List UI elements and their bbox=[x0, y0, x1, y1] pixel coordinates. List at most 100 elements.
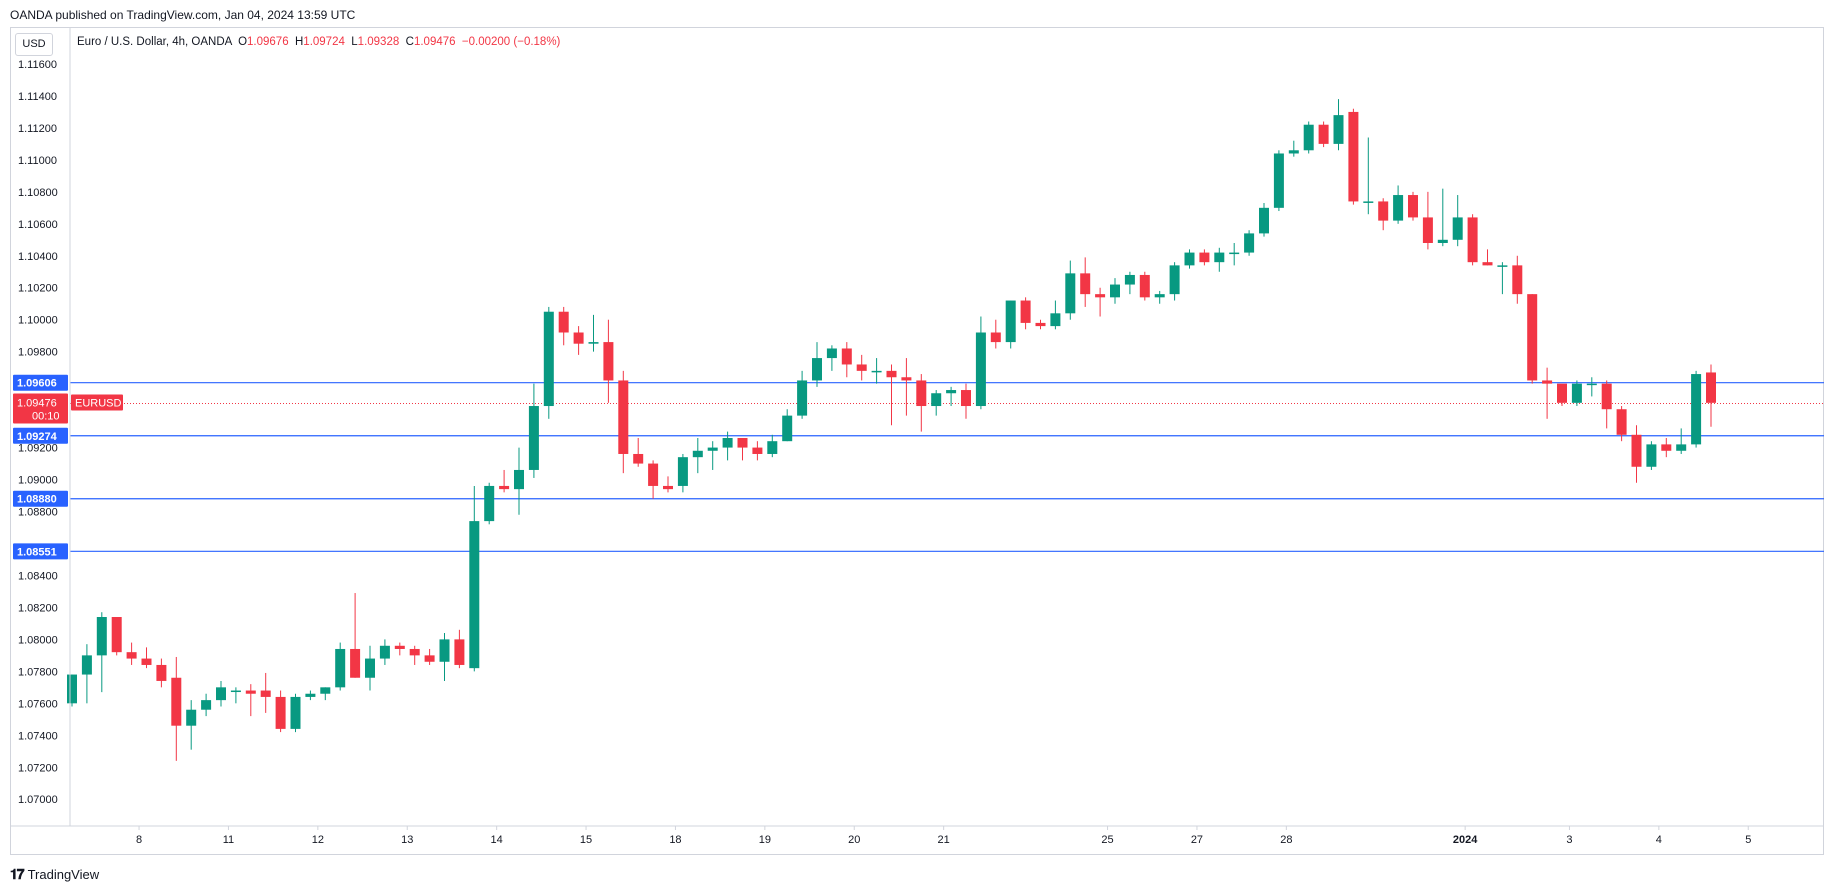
candle-body bbox=[424, 655, 435, 662]
candle-body bbox=[707, 447, 718, 451]
candle-body bbox=[1422, 217, 1433, 243]
candle-body bbox=[320, 687, 331, 694]
candle-up bbox=[797, 370, 808, 419]
candle-up bbox=[677, 453, 688, 493]
candle-down bbox=[111, 617, 122, 656]
y-tick-label: 1.07400 bbox=[18, 730, 58, 742]
y-tick-label: 1.10200 bbox=[18, 283, 58, 295]
y-tick-label: 1.11600 bbox=[18, 59, 57, 71]
candle-body bbox=[648, 463, 659, 486]
candle-body bbox=[81, 655, 92, 675]
candle-up bbox=[1050, 300, 1061, 330]
x-tick-label: 21 bbox=[938, 834, 950, 846]
candle-body bbox=[1124, 274, 1135, 285]
tradingview-logo-icon: 𝟏𝟕 bbox=[10, 866, 25, 882]
candle-body bbox=[782, 415, 793, 442]
footer-brand-text: TradingView bbox=[27, 867, 100, 882]
candle-down bbox=[752, 441, 763, 461]
candle-body bbox=[663, 485, 673, 490]
candle-up bbox=[320, 687, 331, 701]
candle-body bbox=[1169, 265, 1180, 295]
candle-up bbox=[1259, 203, 1269, 237]
legend-high-value: 1.09724 bbox=[303, 36, 345, 48]
y-tick-label: 1.11000 bbox=[18, 155, 57, 167]
candle-down bbox=[1542, 367, 1553, 419]
candle-body bbox=[871, 370, 882, 373]
candle-up bbox=[1691, 370, 1702, 448]
currency-button[interactable]: USD bbox=[15, 33, 53, 56]
candle-body bbox=[603, 342, 614, 381]
candle-down bbox=[856, 354, 867, 381]
level-lines bbox=[70, 382, 1824, 552]
candle-body bbox=[156, 664, 167, 681]
candle-up bbox=[1214, 247, 1225, 272]
candle-body bbox=[469, 521, 480, 669]
candle-body bbox=[141, 658, 152, 665]
candle-body bbox=[350, 648, 361, 678]
candle-up bbox=[1244, 230, 1255, 256]
level-label: 1.08880 bbox=[17, 494, 57, 506]
x-tick-label: 3 bbox=[1566, 834, 1572, 846]
candle-down bbox=[1601, 380, 1612, 429]
candle-up bbox=[290, 693, 301, 733]
candle-body bbox=[752, 447, 763, 454]
y-tick-label: 1.09800 bbox=[18, 347, 58, 359]
y-tick-label: 1.07200 bbox=[18, 762, 58, 774]
candle-body bbox=[543, 311, 554, 407]
x-tick-label: 8 bbox=[136, 834, 142, 846]
y-tick-label: 1.08000 bbox=[18, 634, 58, 646]
candle-body bbox=[1229, 252, 1240, 255]
candle-down bbox=[558, 306, 569, 346]
legend-close-value: 1.09476 bbox=[413, 36, 456, 48]
candle-body bbox=[618, 380, 629, 454]
candle-up bbox=[528, 383, 539, 478]
candle-down bbox=[1616, 406, 1627, 442]
candle-down bbox=[1035, 319, 1046, 330]
legend-close-label: C bbox=[405, 36, 414, 48]
candle-body bbox=[1512, 265, 1523, 295]
time-axis: 8 11 12 13 14 15 18 19 20 21 25 27 28 2024 3 4 5 bbox=[10, 28, 1824, 846]
candle-body bbox=[1497, 265, 1508, 267]
candle-body bbox=[886, 370, 897, 378]
candle-down bbox=[245, 684, 256, 717]
candle-body bbox=[1199, 252, 1210, 263]
candle-body bbox=[409, 648, 420, 656]
candle-body bbox=[1527, 294, 1538, 381]
candle-up bbox=[871, 358, 882, 384]
y-tick-label: 1.07800 bbox=[18, 666, 58, 678]
candle-up bbox=[1497, 262, 1508, 295]
candle-body bbox=[1586, 383, 1597, 386]
candle-body bbox=[916, 380, 927, 407]
candle-body bbox=[990, 332, 1001, 343]
candle-body bbox=[633, 453, 644, 464]
candle-body bbox=[1452, 217, 1463, 240]
candle-body bbox=[1646, 444, 1657, 467]
candle-up bbox=[1586, 377, 1597, 397]
candle-up bbox=[1571, 380, 1582, 407]
y-tick-label: 1.07000 bbox=[18, 794, 58, 806]
candle-down bbox=[275, 690, 286, 733]
candle-down bbox=[1467, 214, 1478, 266]
x-tick-label: 12 bbox=[312, 834, 324, 846]
candle-body bbox=[1080, 273, 1091, 295]
candle-body bbox=[826, 348, 837, 359]
candle-body bbox=[335, 648, 346, 688]
candle-body bbox=[394, 645, 405, 649]
candle-body bbox=[1378, 201, 1389, 221]
level-label: 1.09274 bbox=[17, 431, 58, 443]
candle-body bbox=[290, 696, 301, 729]
candle-up bbox=[81, 644, 92, 704]
candle-body bbox=[1542, 380, 1553, 384]
footer-brand[interactable]: 𝟏𝟕 TradingView bbox=[10, 866, 99, 883]
candle-up bbox=[1124, 271, 1135, 295]
x-tick-label: 25 bbox=[1101, 834, 1113, 846]
candle-body bbox=[1273, 153, 1284, 208]
candle-body bbox=[841, 348, 852, 365]
level-label-bg bbox=[13, 543, 68, 560]
candle-body bbox=[1408, 195, 1418, 218]
candle-down bbox=[886, 364, 897, 426]
candle-body bbox=[1706, 372, 1716, 403]
symbol-tag-bg bbox=[71, 394, 123, 411]
candle-down bbox=[454, 629, 465, 669]
